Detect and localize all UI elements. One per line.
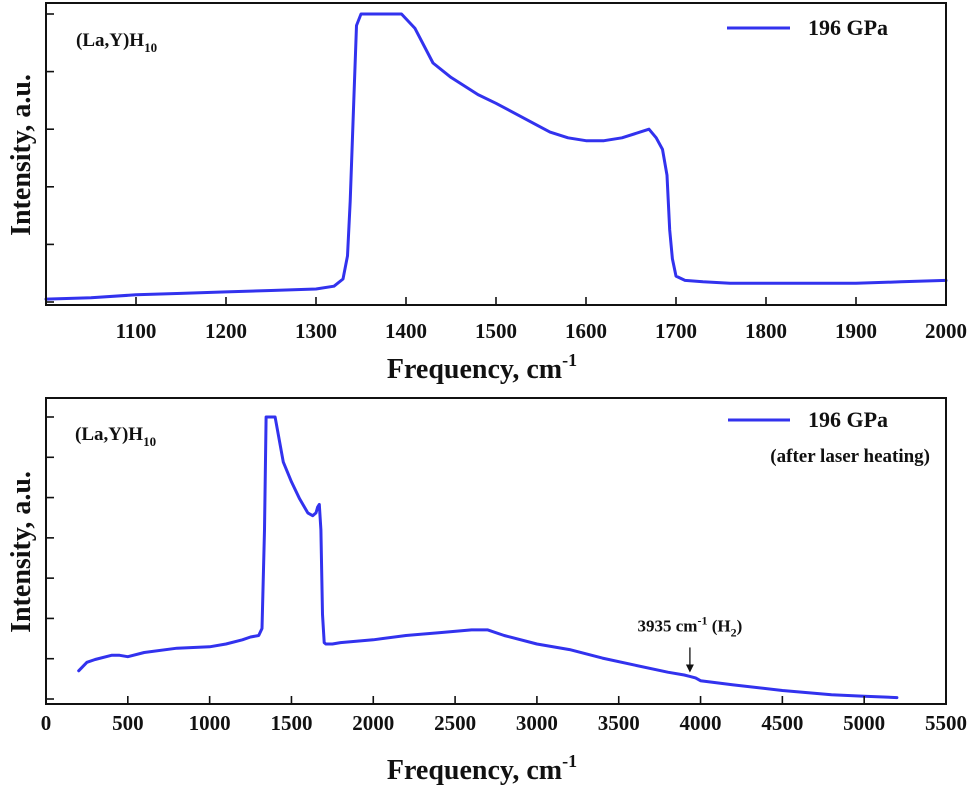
bottom-x-ticks: 0 500 1000 1500 2000 2500 3000 3500 4000 4500 5000… [41, 696, 967, 735]
top-legend-label: 196 GPa [808, 15, 888, 40]
bottom-y-axis-title: Intensity, a.u. [6, 471, 37, 633]
bottom-legend-sublabel: (after laser heating) [770, 446, 930, 467]
bottom-x-tick-label: 1500 [270, 711, 312, 735]
top-raman-panel: 1100 1200 1300 1400 1500 1600 1700 1800 1900 2000… [6, 2, 967, 385]
bottom-x-tick-label: 5500 [925, 711, 967, 735]
bottom-y-ticks [46, 416, 54, 700]
bottom-x-tick-label: 4000 [680, 711, 722, 735]
top-plot-frame [45, 2, 947, 306]
top-x-tick-label: 1400 [385, 319, 427, 343]
bottom-x-tick-label: 3000 [516, 711, 558, 735]
bottom-x-tick-label: 2000 [352, 711, 394, 735]
top-series-lines [44, 12, 948, 301]
h2-annotation-label: 3935 cm-1 (H2) [638, 613, 743, 639]
bottom-legend: 196 GPa (after laser heating) [728, 407, 930, 467]
bottom-plot-frame [45, 397, 947, 705]
bottom-x-tick-label: 5000 [843, 711, 885, 735]
top-legend: 196 GPa [727, 15, 888, 40]
top-y-axis-title: Intensity, a.u. [6, 74, 37, 236]
h2-peak-annotation: 3935 cm-1 (H2) [638, 613, 743, 673]
bottom-x-tick-label: 500 [112, 711, 144, 735]
h2-annotation-arrow-head [685, 664, 694, 673]
bottom-x-tick-label: 1000 [189, 711, 231, 735]
bottom-x-tick-label: 2500 [434, 711, 476, 735]
top-y-ticks [46, 13, 54, 303]
bottom-x-tick-label: 0 [41, 711, 52, 735]
top-x-tick-label: 2000 [925, 319, 967, 343]
bottom-series-line-0 [77, 415, 899, 700]
bottom-x-axis-title: Frequency, cm-1 [387, 751, 577, 786]
top-x-ticks: 1100 1200 1300 1400 1500 1600 1700 1800 1900 2000 [116, 297, 967, 343]
bottom-legend-label: 196 GPa [808, 407, 888, 432]
bottom-x-tick-label: 3500 [598, 711, 640, 735]
top-x-axis-title: Frequency, cm-1 [387, 350, 577, 385]
top-series-line-0 [44, 12, 948, 301]
top-x-tick-label: 1500 [475, 319, 517, 343]
top-x-tick-label: 1700 [655, 319, 697, 343]
bottom-sample-label: (La,Y)H10 [75, 424, 156, 449]
bottom-raman-panel: 0 500 1000 1500 2000 2500 3000 3500 4000 4500 5000… [6, 397, 967, 786]
top-x-tick-label: 1800 [745, 319, 787, 343]
top-x-tick-label: 1600 [565, 319, 607, 343]
top-x-tick-label: 1300 [295, 319, 337, 343]
top-x-tick-label: 1900 [835, 319, 877, 343]
top-sample-label: (La,Y)H10 [76, 30, 157, 55]
top-x-tick-label: 1200 [205, 319, 247, 343]
bottom-series-lines [77, 415, 899, 700]
top-x-tick-label: 1100 [116, 319, 157, 343]
bottom-x-tick-label: 4500 [761, 711, 803, 735]
